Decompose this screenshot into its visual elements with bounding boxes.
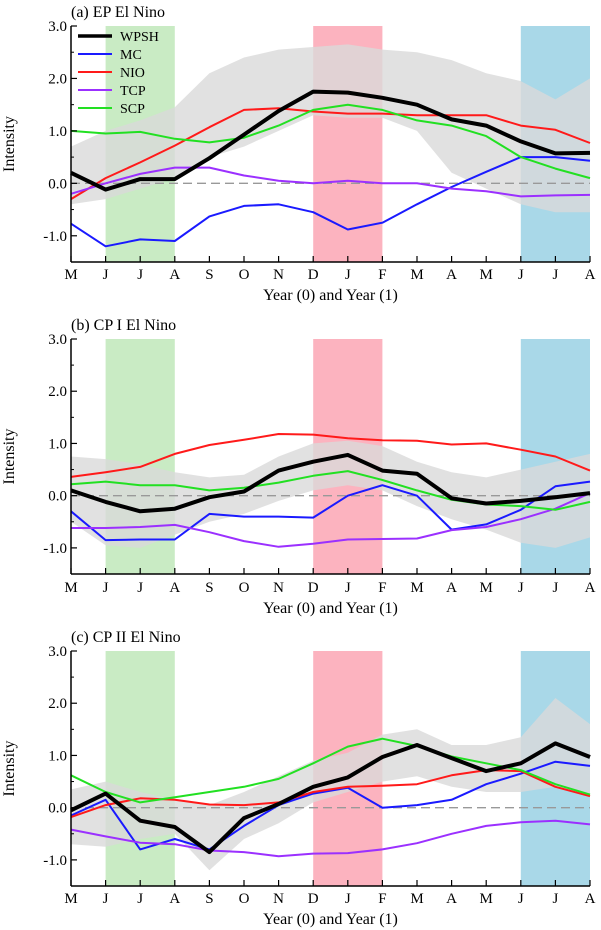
x-tick-label: A <box>585 267 596 283</box>
series-line-tcp <box>70 819 591 858</box>
x-tick-label: N <box>273 267 284 283</box>
x-tick-label: N <box>273 891 284 907</box>
series-line-mc <box>70 156 591 248</box>
x-axis-label: Year (0) and Year (1) <box>263 287 398 304</box>
y-axis-label: Intensity <box>1 116 18 172</box>
legend: WPSH MC NIO TCP SCP <box>78 30 159 117</box>
x-tick-label: O <box>239 580 250 596</box>
panel-2: 3.0 2.0 1.0 0.0 -1.0 M J J A S O N D J F M A M J J A (b) CP I… <box>1 317 596 617</box>
x-tick-label: A <box>585 891 596 907</box>
y-tick-label: 0.0 <box>48 801 67 817</box>
x-tick-label: F <box>378 580 386 596</box>
x-tick-label: J <box>103 891 109 907</box>
x-tick-label: M <box>410 580 423 596</box>
x-tick-label: A <box>169 267 180 283</box>
x-tick-label: O <box>239 891 250 907</box>
x-tick-label: J <box>518 580 524 596</box>
legend-label-mc: MC <box>120 48 142 63</box>
y-axis-label: Intensity <box>1 741 18 797</box>
x-tick-label: M <box>64 267 77 283</box>
series-line-nio <box>70 433 591 478</box>
x-tick-label: M <box>64 891 77 907</box>
x-tick-label: J <box>137 891 143 907</box>
x-tick-label: J <box>103 580 109 596</box>
y-tick-label: 0.0 <box>48 176 67 192</box>
y-tick-label: 2.0 <box>48 384 67 400</box>
x-tick-label: J <box>552 267 558 283</box>
x-tick-label: J <box>518 267 524 283</box>
spread-band <box>71 44 590 213</box>
x-axis-label: Year (0) and Year (1) <box>263 600 398 617</box>
y-tick-label: 1.0 <box>48 124 67 140</box>
x-tick-label: S <box>205 891 213 907</box>
series-line-mc <box>70 480 591 542</box>
x-tick-label: O <box>239 267 250 283</box>
y-tick-label: 3.0 <box>48 644 67 660</box>
x-tick-label: F <box>378 267 386 283</box>
x-tick-label: J <box>103 267 109 283</box>
x-tick-label: M <box>480 891 493 907</box>
x-tick-label: J <box>552 891 558 907</box>
x-tick-label: J <box>137 267 143 283</box>
x-tick-label: D <box>308 267 319 283</box>
x-tick-label: D <box>308 891 319 907</box>
x-tick-label: M <box>64 580 77 596</box>
x-tick-label: M <box>410 891 423 907</box>
x-tick-label: J <box>345 891 351 907</box>
x-tick-label: S <box>205 267 213 283</box>
panel-1: 3.0 2.0 1.0 0.0 -1.0 M J J A S O N D J F M A M J J A (a) EP E… <box>1 4 596 304</box>
y-tick-label: 1.0 <box>48 748 67 764</box>
x-tick-label: D <box>308 580 319 596</box>
legend-label-scp: SCP <box>120 102 145 117</box>
x-tick-label: F <box>378 891 386 907</box>
series-line-tcp <box>70 166 591 198</box>
panel-title: (b) CP I El Nino <box>71 317 176 334</box>
series-line-wpsh <box>70 452 591 514</box>
y-tick-label: 3.0 <box>48 19 67 35</box>
series-line-wpsh <box>70 741 591 855</box>
y-tick-label: -1.0 <box>43 541 67 557</box>
legend-label-tcp: TCP <box>120 84 146 99</box>
series-line-scp <box>70 470 591 511</box>
panel-title: (a) EP El Nino <box>71 4 165 21</box>
x-tick-label: A <box>446 580 457 596</box>
highlight-band-1 <box>105 651 175 886</box>
x-tick-label: S <box>205 580 213 596</box>
x-axis-label: Year (0) and Year (1) <box>263 911 398 928</box>
series-line-nio <box>70 107 591 200</box>
x-tick-label: M <box>480 580 493 596</box>
x-tick-label: J <box>137 580 143 596</box>
y-tick-label: 2.0 <box>48 696 67 712</box>
panel-3: 3.0 2.0 1.0 0.0 -1.0 M J J A S O N D J F M A M J J A (c) CP I… <box>1 629 596 928</box>
legend-label-nio: NIO <box>120 66 145 81</box>
x-tick-label: A <box>446 891 457 907</box>
y-axis-label: Intensity <box>1 429 18 485</box>
series-line-tcp <box>71 492 591 548</box>
y-tick-label: 3.0 <box>48 332 67 348</box>
series-line-scp <box>70 103 591 180</box>
y-tick-label: -1.0 <box>43 229 67 245</box>
x-tick-label: A <box>169 891 180 907</box>
x-tick-label: N <box>273 580 284 596</box>
y-tick-label: 1.0 <box>48 436 67 452</box>
x-tick-label: A <box>446 267 457 283</box>
y-tick-label: 0.0 <box>48 489 67 505</box>
x-tick-label: J <box>518 891 524 907</box>
x-tick-label: A <box>585 580 596 596</box>
x-tick-label: J <box>345 580 351 596</box>
x-tick-label: J <box>345 267 351 283</box>
series-line-wpsh <box>70 89 591 192</box>
x-tick-label: M <box>410 267 423 283</box>
x-tick-label: J <box>552 580 558 596</box>
legend-label-wpsh: WPSH <box>120 30 159 45</box>
y-tick-label: 2.0 <box>48 71 67 87</box>
x-tick-label: A <box>169 580 180 596</box>
x-tick-label: M <box>480 267 493 283</box>
panel-title: (c) CP II El Nino <box>71 629 181 646</box>
y-tick-label: -1.0 <box>43 853 67 869</box>
